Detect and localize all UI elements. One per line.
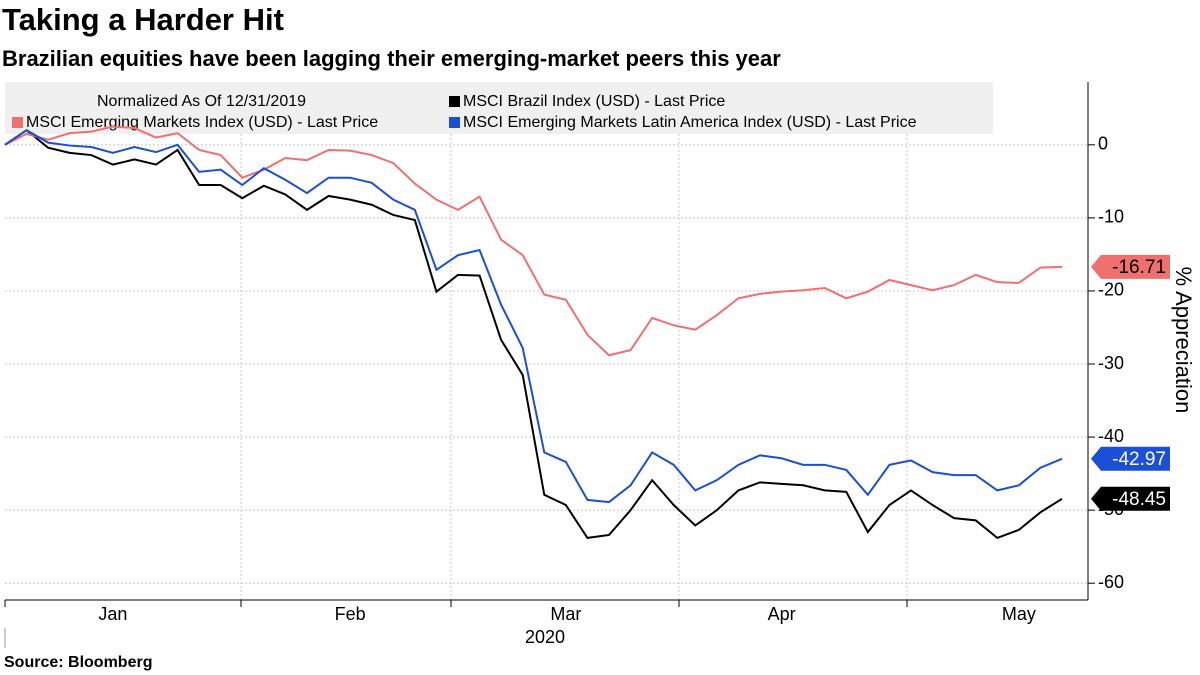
x-axis-label: 2020 [525, 627, 565, 647]
y-tick-label: -10 [1098, 207, 1124, 227]
legend-label: MSCI Brazil Index (USD) - Last Price [463, 93, 725, 110]
source: Source: Bloomberg [4, 654, 152, 671]
y-axis-label: % Appreciation [1171, 267, 1196, 414]
x-tick-label: Apr [768, 604, 796, 624]
legend-swatch [449, 96, 460, 107]
x-tick-label: Jan [98, 604, 127, 624]
y-tick-label: -20 [1098, 280, 1124, 300]
x-tick-label: Mar [550, 604, 581, 624]
y-tick-label: -30 [1098, 353, 1124, 373]
chart-title: Taking a Harder Hit [2, 2, 284, 37]
x-tick-label: Feb [335, 604, 366, 624]
legend-box [5, 82, 993, 134]
value-label: -16.71 [1112, 257, 1166, 278]
y-tick-label: -60 [1098, 572, 1124, 592]
value-tag [1091, 446, 1170, 471]
y-tick-label: -40 [1098, 426, 1124, 446]
x-tick-label: May [1002, 604, 1036, 624]
value-label: -42.97 [1112, 449, 1166, 470]
legend-label: MSCI Emerging Markets Latin America Inde… [463, 114, 917, 131]
legend-swatch [12, 117, 23, 128]
series-line [4, 128, 1063, 540]
value-label: -48.45 [1112, 489, 1166, 510]
legend-label: MSCI Emerging Markets Index (USD) - Last… [26, 114, 378, 131]
chart-subtitle: Brazilian equities have been lagging the… [2, 46, 781, 71]
legend-title: Normalized As Of 12/31/2019 [97, 93, 306, 110]
y-tick-label: 0 [1098, 134, 1108, 154]
series-line [4, 129, 1063, 504]
legend-swatch [449, 117, 460, 128]
series-line [4, 125, 1063, 357]
value-tag [1091, 486, 1170, 511]
value-tag [1091, 254, 1170, 279]
